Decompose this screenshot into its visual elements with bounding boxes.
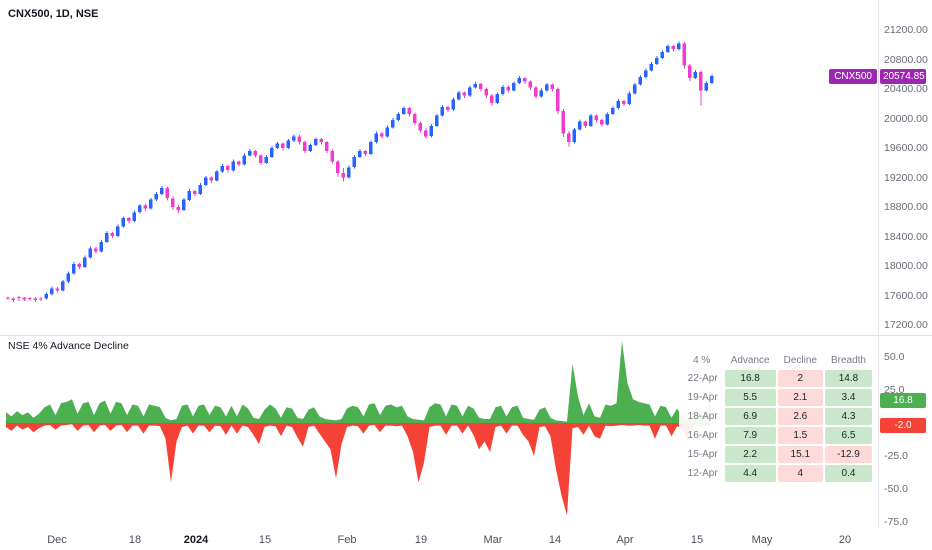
- price-tick-label: 21200.00: [884, 24, 928, 36]
- price-tick-label: 17200.00: [884, 319, 928, 332]
- table-date-cell: 22-Apr: [687, 373, 718, 384]
- table-date-cell: 15-Apr: [687, 449, 718, 460]
- indicator-tick-label: -25.0: [884, 450, 908, 462]
- price-label-value: 20574.85: [880, 69, 926, 84]
- price-tick-label: 20800.00: [884, 53, 928, 66]
- table-advance-cell: 7.9: [724, 427, 776, 444]
- advance-decline-table-body: 22-Apr 16.8 2 14.8 19-Apr 5.5 2.1 3.4 18-Apr 6.9 2…: [681, 370, 872, 482]
- table-breadth-cell: 6.5: [824, 427, 872, 444]
- table-breadth-cell: 4.3: [824, 408, 872, 425]
- symbol-legend[interactable]: CNX500, 1D, NSE: [8, 8, 99, 20]
- time-axis-label: 18: [128, 534, 142, 546]
- table-row: 22-Apr 16.8 2 14.8: [681, 370, 872, 387]
- price-tick-label: 20000.00: [884, 112, 928, 125]
- price-tick-label: 18800.00: [884, 201, 928, 214]
- time-axis-label: 2024: [183, 534, 209, 546]
- price-tick-label: 18400.00: [884, 230, 928, 243]
- pane-divider[interactable]: [0, 335, 932, 336]
- price-tick-label: 19600.00: [884, 142, 928, 155]
- table-header-cell: Breadth: [830, 355, 866, 366]
- indicator-title[interactable]: NSE 4% Advance Decline: [8, 340, 129, 352]
- time-axis-label: 15: [258, 534, 272, 546]
- table-row: 19-Apr 5.5 2.1 3.4: [681, 389, 872, 406]
- time-axis[interactable]: Dec 18 2024 15 Feb 19 Mar 14 Apr 15 May 20: [0, 528, 932, 550]
- indicator-tick-label: -50.0: [884, 483, 908, 495]
- price-label-symbol: CNX500: [829, 69, 877, 84]
- time-axis-label: Mar: [483, 534, 503, 546]
- table-advance-cell: 16.8: [724, 370, 776, 387]
- advance-decline-table-header: 4 % Advance Decline Breadth: [681, 353, 872, 368]
- price-tick-label: 20400.00: [884, 83, 928, 96]
- table-header-cell: Advance: [730, 355, 770, 366]
- time-axis-label: Apr: [616, 534, 634, 546]
- decline-area: [6, 423, 710, 516]
- table-breadth-cell: -12.9: [824, 446, 872, 463]
- decline-value-badge: -2.0: [880, 418, 926, 433]
- table-row: 15-Apr 2.2 15.1 -12.9: [681, 446, 872, 463]
- table-decline-cell: 1.5: [777, 427, 823, 444]
- table-date-cell: 16-Apr: [687, 430, 718, 441]
- table-decline-cell: 2: [777, 370, 823, 387]
- table-advance-cell: 6.9: [724, 408, 776, 425]
- table-date-cell: 19-Apr: [687, 392, 718, 403]
- table-advance-cell: 2.2: [724, 446, 776, 463]
- time-axis-label: Feb: [337, 534, 357, 546]
- table-decline-cell: 4: [777, 465, 823, 482]
- price-tick-label: 17600.00: [884, 289, 928, 302]
- price-chart-canvas[interactable]: [0, 0, 878, 335]
- table-breadth-cell: 0.4: [824, 465, 872, 482]
- time-axis-label: May: [751, 534, 773, 546]
- table-breadth-cell: 14.8: [824, 370, 872, 387]
- table-header-cell: Decline: [783, 355, 817, 366]
- candles-series: [6, 41, 714, 302]
- time-axis-label: 20: [838, 534, 852, 546]
- indicator-tick-label: 50.0: [884, 351, 905, 363]
- price-tick-label: 19200.00: [884, 171, 928, 184]
- table-decline-cell: 15.1: [777, 446, 823, 463]
- table-date-cell: 18-Apr: [687, 411, 718, 422]
- table-decline-cell: 2.1: [777, 389, 823, 406]
- advance-area: [6, 341, 710, 423]
- table-decline-cell: 2.6: [777, 408, 823, 425]
- table-row: 12-Apr 4.4 4 0.4: [681, 465, 872, 482]
- table-row: 18-Apr 6.9 2.6 4.3: [681, 408, 872, 425]
- time-axis-label: 15: [690, 534, 704, 546]
- time-axis-label: 19: [414, 534, 428, 546]
- table-header-cell: 4 %: [693, 355, 711, 366]
- table-advance-cell: 4.4: [724, 465, 776, 482]
- time-axis-label: 14: [548, 534, 562, 546]
- advance-value-badge: 16.8: [880, 393, 926, 408]
- table-breadth-cell: 3.4: [824, 389, 872, 406]
- table-advance-cell: 5.5: [724, 389, 776, 406]
- table-row: 16-Apr 7.9 1.5 6.5: [681, 427, 872, 444]
- advance-decline-table: 4 % Advance Decline Breadth 22-Apr 16.8 2 14.8…: [678, 351, 874, 484]
- indicator-tick-label: -75.0: [884, 516, 908, 528]
- price-tick-label: 18000.00: [884, 260, 928, 273]
- table-date-cell: 12-Apr: [687, 468, 718, 479]
- axis-divider: [878, 0, 879, 528]
- advance-decline-canvas[interactable]: [0, 335, 878, 528]
- time-axis-label: Dec: [47, 534, 67, 546]
